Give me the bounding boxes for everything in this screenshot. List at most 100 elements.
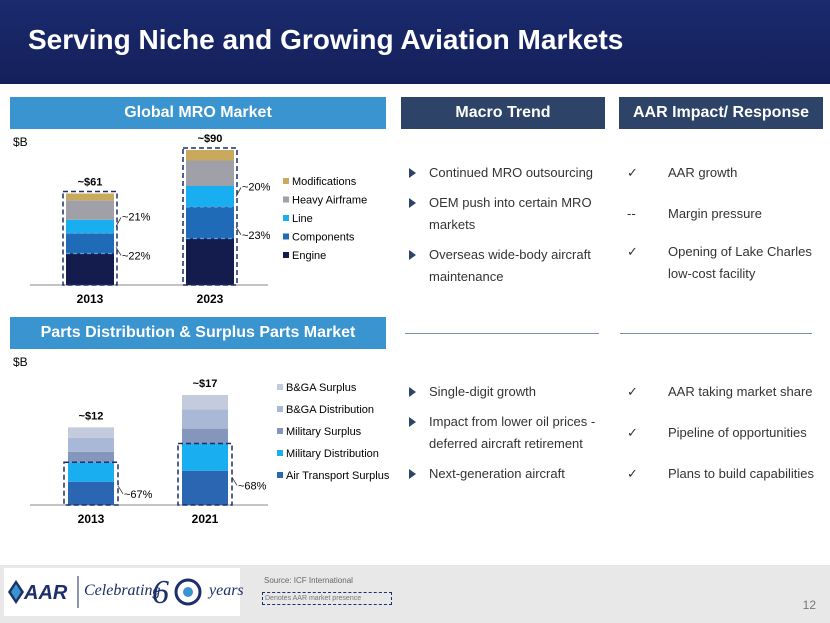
- annotation-leader-line: [117, 485, 124, 494]
- impact-text: AAR taking market share: [668, 384, 813, 399]
- legend-entry: Military Surplus: [286, 426, 362, 438]
- legend-swatch: [283, 196, 289, 203]
- page-number: 12: [802, 598, 816, 612]
- bar-segment: [182, 443, 228, 471]
- bar-segment: [182, 428, 228, 444]
- mro-unit-label: $B: [13, 135, 28, 149]
- share-annotation: ~67%: [124, 489, 153, 501]
- impact-parts-list: ✓ AAR taking market share ✓ Pipeline of opp…: [627, 381, 827, 491]
- bar-segment: [186, 160, 234, 186]
- legend-entry: Components: [292, 232, 355, 244]
- legend-swatch: [283, 178, 289, 184]
- separator-impact: [620, 333, 812, 334]
- celebrating-text: Celebrating: [84, 582, 161, 599]
- source-note: Source: ICF International: [264, 576, 353, 585]
- bar-segment: [68, 437, 114, 452]
- aar-presence-box: [63, 461, 119, 506]
- bar-segment: [66, 233, 114, 254]
- checkmark-icon: ✓: [627, 466, 638, 481]
- annotation-leader-line: [115, 217, 122, 227]
- x-tick-label: 2021: [192, 512, 219, 526]
- bar-total-label: ~$90: [198, 133, 223, 145]
- bar-segment: [186, 186, 234, 207]
- impact-text: Margin pressure: [668, 206, 762, 221]
- header-macro-trend: Macro Trend: [401, 97, 605, 129]
- bar-segment: [68, 427, 114, 438]
- legend-entry: B&GA Distribution: [286, 404, 374, 416]
- bar-segment: [182, 470, 228, 505]
- triangle-bullet-icon: [409, 469, 416, 479]
- share-annotation: ~22%: [122, 250, 151, 262]
- bar-segment: [66, 193, 114, 201]
- bar-segment: [182, 395, 228, 410]
- annotation-leader-line: [115, 247, 122, 256]
- aar-presence-box: [177, 442, 233, 506]
- header-aar-impact: AAR Impact/ Response: [619, 97, 823, 129]
- bar-total-label: ~$12: [79, 410, 104, 422]
- macro-trend-mro-list: Continued MRO outsourcing OEM push into c…: [409, 162, 599, 292]
- years-text: years: [209, 582, 244, 599]
- macro-trend-text: Overseas wide-body aircraft maintenance: [429, 247, 591, 284]
- x-tick-label: 2013: [78, 512, 105, 526]
- triangle-bullet-icon: [409, 168, 416, 178]
- share-annotation: ~21%: [122, 212, 151, 224]
- legend-swatch: [277, 472, 283, 478]
- aar-presence-legend: Denotes AAR market presence: [262, 592, 392, 605]
- aar-presence-box: [182, 147, 238, 286]
- macro-trend-parts-list: Single-digit growth Impact from lower oil…: [409, 381, 599, 491]
- legend-swatch: [283, 215, 289, 221]
- legend-entry: Air Transport Surplus: [286, 470, 390, 482]
- header-parts-market: Parts Distribution & Surplus Parts Marke…: [10, 317, 386, 349]
- aar-logo-text: AAR: [24, 582, 68, 604]
- triangle-bullet-icon: [409, 417, 416, 427]
- dash-icon: --: [627, 206, 636, 221]
- impact-text: AAR growth: [668, 165, 738, 180]
- bar-segment: [186, 207, 234, 239]
- checkmark-icon: ✓: [627, 425, 638, 440]
- impact-text: Pipeline of opportunities: [668, 425, 807, 440]
- legend-swatch: [277, 406, 283, 412]
- aar-logo-icon: [8, 576, 202, 608]
- legend-swatch: [277, 450, 283, 456]
- legend-entry: B&GA Surplus: [286, 382, 357, 394]
- slide-title: Serving Niche and Growing Aviation Marke…: [28, 24, 624, 55]
- share-annotation: ~68%: [238, 480, 267, 492]
- legend-entry: Engine: [292, 250, 326, 262]
- header-global-mro: Global MRO Market: [10, 97, 386, 129]
- title-bar: Serving Niche and Growing Aviation Marke…: [0, 0, 830, 84]
- bar-segment: [66, 253, 114, 285]
- x-tick-label: 2023: [197, 292, 224, 306]
- impact-mro-list: ✓ AAR growth -- Margin pressure ✓ Opening of …: [627, 162, 827, 292]
- triangle-bullet-icon: [409, 387, 416, 397]
- annotation-leader-line: [235, 226, 242, 235]
- bar-segment: [66, 219, 114, 234]
- annotation-leader-line: [235, 187, 242, 197]
- legend-entry: Heavy Airframe: [292, 195, 367, 207]
- legend-entry: Line: [292, 213, 313, 225]
- impact-text: Plans to build capabilities: [668, 466, 814, 481]
- macro-trend-text: Continued MRO outsourcing: [429, 165, 594, 180]
- sixty-text: 6: [152, 574, 169, 611]
- share-annotation: ~20%: [242, 182, 271, 194]
- bar-segment: [186, 150, 234, 161]
- impact-text: Opening of Lake Charles low-cost facilit…: [668, 244, 812, 281]
- triangle-bullet-icon: [409, 250, 416, 260]
- bar-segment: [66, 200, 114, 220]
- legend-entry: Military Distribution: [286, 448, 379, 460]
- bar-segment: [68, 462, 114, 482]
- macro-trend-text: Single-digit growth: [429, 384, 536, 399]
- macro-trend-text: Next-generation aircraft: [429, 466, 565, 481]
- bar-segment: [68, 451, 114, 463]
- annotation-leader-line: [231, 477, 238, 486]
- checkmark-icon: ✓: [627, 244, 638, 259]
- bar-total-label: ~$61: [78, 177, 103, 189]
- share-annotation: ~23%: [242, 230, 271, 242]
- macro-trend-text: Impact from lower oil prices - deferred …: [429, 414, 596, 451]
- bar-segment: [182, 409, 228, 429]
- legend-swatch: [283, 233, 289, 240]
- macro-trend-text: OEM push into certain MRO markets: [429, 195, 592, 232]
- checkmark-icon: ✓: [627, 384, 638, 399]
- aar-presence-box: [62, 190, 118, 286]
- x-tick-label: 2013: [77, 292, 104, 306]
